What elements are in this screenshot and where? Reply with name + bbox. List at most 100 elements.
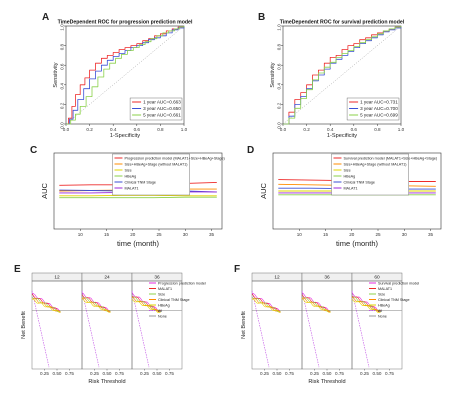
panel-label-d: D [247, 145, 254, 156]
legend-entry: Size [378, 292, 385, 296]
x-tick-label: 0.75 [65, 371, 74, 376]
legend-entry: Size+HBeAg+Stage (without MALAT1) [343, 162, 406, 166]
x-tick-label: 0.0 [63, 127, 70, 132]
dca-model-line-4 [301, 297, 331, 313]
panel-labels: A B C D E F [14, 12, 265, 275]
dca-model-line-2 [251, 293, 281, 313]
legend-entry: Size [124, 168, 131, 172]
facet-strip-label: 60 [374, 275, 380, 281]
legend-entry: Survival prediction model [378, 281, 419, 285]
dca-model-line-3 [351, 296, 381, 313]
dca-all-line [31, 290, 50, 368]
facet-strip-label: 36 [324, 275, 330, 281]
legend-entry: Clinical TNM Stage [158, 298, 190, 302]
plots-layer: TimeDependent ROC for progression predic… [21, 20, 442, 385]
facet-strip-label: 12 [54, 275, 60, 281]
legend-box [129, 97, 183, 121]
y-tick-label: 1.0 [60, 24, 65, 31]
panel-label-e: E [14, 264, 21, 275]
chart-title: TimeDependent ROC for progression predic… [58, 20, 193, 26]
legend-entry: HBeAg [378, 303, 390, 307]
x-tick-label: 0.0 [280, 127, 287, 132]
x-tick-label: 1.0 [181, 127, 188, 132]
x-tick-label: 25 [375, 232, 381, 237]
dca-all-line [131, 290, 150, 368]
legend-entry: None [158, 314, 167, 318]
plot-frame [53, 152, 223, 230]
y-axis-label: Net Benefit [21, 311, 27, 339]
legend-entry: Size [343, 168, 350, 172]
legend-entry: MALAT1 [158, 287, 172, 291]
x-tick-label: 0.8 [374, 127, 381, 132]
panel-label-f: F [234, 264, 240, 275]
legend-entry: Progression prediction model [158, 281, 206, 285]
legend-entry: MALAT1 [343, 186, 357, 190]
legend-entry: 1 year AUC=0.663 [143, 100, 181, 105]
dca-model-line-4 [81, 297, 111, 313]
dca-model-line-3 [131, 296, 161, 313]
auc-panel-c: 10 15 20 25 30 35 time (month) AUC Progression p… [40, 152, 225, 248]
x-tick-label: 0.75 [165, 371, 174, 376]
x-tick-label: 15 [104, 232, 110, 237]
legend-entry: 3 year AUC=0.700 [360, 106, 398, 111]
x-tick-label: 0.25 [360, 371, 369, 376]
legend-entry: HBeAg [124, 174, 136, 178]
x-tick-label: 0.50 [153, 371, 162, 376]
facet-strip-label: 36 [154, 275, 160, 281]
legend-box [112, 153, 190, 196]
legend-entry: All [378, 309, 382, 313]
auc-panel-d: 10 15 20 25 30 35 time (month) AUC Survival pred… [259, 152, 442, 248]
x-tick-label: 0.50 [373, 371, 382, 376]
dca-model-line-5 [351, 298, 381, 313]
legend-entry: Survival prediction model (MALAT1+Size+H… [343, 156, 437, 160]
panel-label-c: C [30, 145, 37, 156]
legend-box [346, 97, 400, 121]
legend-entry: MALAT1 [378, 287, 392, 291]
y-tick-label: 0.0 [277, 122, 282, 129]
dca-model-line-4 [251, 298, 281, 313]
roc-curve-2 [66, 26, 185, 125]
roc-panel-a: TimeDependent ROC for progression predic… [53, 20, 193, 140]
legend-box [331, 153, 409, 196]
x-tick-label: 0.4 [110, 127, 117, 132]
x-tick-label: 20 [349, 232, 355, 237]
panel-label-a: A [42, 12, 49, 23]
x-tick-label: 0.25 [260, 371, 269, 376]
y-tick-label: 0.8 [277, 43, 282, 50]
x-tick-label: 0.25 [140, 371, 149, 376]
panel-label-b: B [258, 12, 265, 23]
x-tick-label: 0.25 [90, 371, 99, 376]
x-tick-label: 0.8 [157, 127, 164, 132]
x-axis-label: 1-Specificity [110, 133, 140, 139]
y-tick-label: 0.2 [277, 102, 282, 109]
x-tick-label: 0.50 [273, 371, 282, 376]
legend-entry: HBeAg [158, 303, 170, 307]
y-axis-label: Net Benefit [241, 311, 247, 339]
legend-entry: Clinical TNM Stage [343, 180, 375, 184]
x-tick-label: 20 [130, 232, 136, 237]
y-axis-label: AUC [259, 183, 268, 199]
x-tick-label: 0.2 [86, 127, 93, 132]
x-axis-label: Risk Threshold [308, 379, 345, 385]
legend-entry: HBeAg [343, 174, 355, 178]
dca-all-line [351, 290, 370, 368]
legend-entry: 1 year AUC=0.731 [360, 100, 398, 105]
dca-model-line-3 [301, 297, 331, 312]
roc-panel-b: TimeDependent ROC for survival predictio… [270, 20, 405, 140]
dca-all-line [301, 290, 320, 368]
x-tick-label: 0.6 [134, 127, 141, 132]
y-tick-label: 0.6 [60, 63, 65, 70]
plot-frame [65, 25, 185, 125]
x-tick-label: 0.50 [53, 371, 62, 376]
y-tick-label: 0.8 [60, 43, 65, 50]
y-axis-label: Sensitivity [53, 62, 59, 87]
x-tick-label: 0.75 [115, 371, 124, 376]
facet-strip-label: 12 [274, 275, 280, 281]
x-tick-label: 0.2 [303, 127, 310, 132]
roc-curve-3 [66, 26, 185, 125]
plot-frame [282, 25, 402, 125]
legend-entry: 5 year AUC=0.661 [143, 113, 181, 118]
reference-diagonal [282, 25, 402, 125]
